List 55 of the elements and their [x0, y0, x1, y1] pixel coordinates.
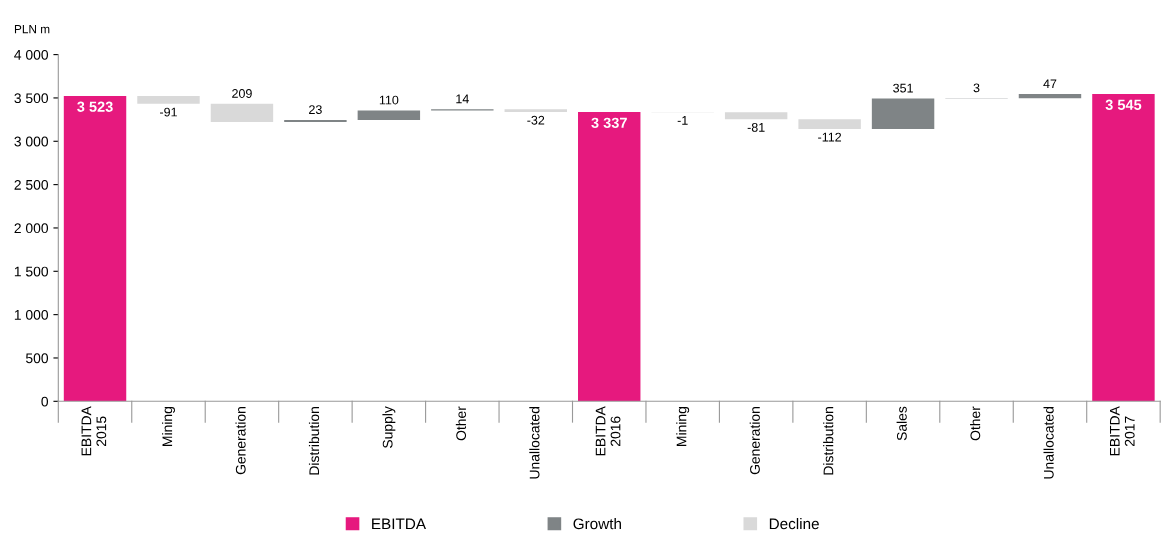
x-tick-label: EBITDA 2017 [1110, 406, 1135, 456]
bar [724, 112, 788, 120]
y-tick-label: 1 000 [14, 309, 49, 320]
data-label: 3 [973, 83, 980, 93]
data-label: 351 [893, 83, 913, 93]
x-tick-label: Supply [382, 406, 396, 448]
bar [284, 119, 347, 122]
y-tick-label: 3 500 [14, 93, 49, 104]
bar [210, 103, 274, 122]
bar [504, 109, 567, 112]
y-axis-title: PLN m [14, 25, 50, 34]
data-label: 3 545 [1105, 99, 1142, 110]
x-tick-label: Generation [749, 407, 760, 475]
data-label: -1 [677, 116, 688, 125]
x-tick-label: Mining [162, 407, 175, 446]
x-tick-label: Mining [676, 407, 690, 446]
data-label: 47 [1043, 79, 1057, 89]
x-tick-label: Unallocated [1043, 407, 1054, 479]
y-tick-label: 0 [41, 396, 49, 407]
y-tick-label: 2 000 [14, 223, 49, 234]
bar [137, 95, 200, 104]
y-tick-label: 500 [25, 353, 49, 364]
bar [357, 110, 421, 120]
y-tick-label: 3 000 [14, 136, 49, 147]
bar [63, 95, 127, 402]
y-tick-label: 1 500 [14, 266, 49, 277]
x-tick-label: EBITDA 2016 [595, 406, 621, 456]
data-label: 3 523 [77, 101, 113, 112]
y-tick-label: 4 000 [14, 49, 49, 60]
data-label: -81 [747, 122, 765, 132]
bar [578, 112, 641, 402]
data-label: 209 [232, 89, 252, 98]
x-tick-label: Unallocated [529, 407, 540, 479]
data-label: 23 [309, 105, 322, 115]
y-tick-label: 2 500 [14, 179, 49, 190]
x-tick-label: Generation [235, 407, 246, 475]
data-label: -32 [527, 115, 545, 125]
legend-label: Decline [769, 518, 819, 530]
data-label: -91 [160, 107, 177, 117]
bar [798, 119, 861, 129]
bar [871, 98, 935, 129]
x-tick-label: Sales [896, 406, 907, 441]
x-tick-label: Distribution [308, 407, 320, 475]
x-tick-label: Other [455, 406, 467, 441]
x-tick-label: Distribution [823, 407, 834, 475]
data-label: 3 337 [591, 117, 627, 128]
bar [1018, 94, 1082, 99]
data-label: 14 [456, 94, 469, 104]
x-tick-label: EBITDA 2015 [81, 406, 107, 456]
x-tick-label: Other [970, 406, 981, 441]
data-label: -112 [818, 132, 842, 142]
bar [1092, 94, 1155, 402]
data-label: 110 [379, 95, 399, 105]
legend-label: EBITDA [372, 518, 427, 530]
legend-label: Growth [573, 518, 621, 530]
